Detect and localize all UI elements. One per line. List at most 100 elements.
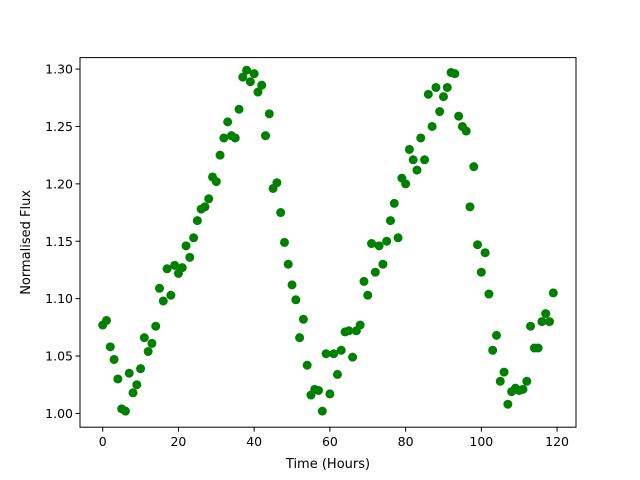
data-point bbox=[423, 89, 433, 99]
data-point bbox=[249, 69, 259, 79]
data-point bbox=[132, 380, 142, 390]
data-point bbox=[518, 384, 528, 394]
data-point bbox=[295, 333, 305, 343]
y-tick-label: 1.15 bbox=[45, 234, 73, 249]
data-point bbox=[120, 406, 130, 416]
y-tick-label: 1.05 bbox=[45, 349, 73, 364]
data-point bbox=[200, 202, 210, 212]
y-tick-label: 1.25 bbox=[45, 119, 73, 134]
data-point bbox=[238, 72, 248, 82]
data-point bbox=[465, 202, 475, 212]
data-point bbox=[298, 314, 308, 324]
data-point bbox=[223, 117, 233, 127]
data-point bbox=[283, 259, 293, 269]
data-point bbox=[367, 239, 377, 249]
data-point bbox=[128, 388, 138, 398]
data-point bbox=[162, 264, 172, 274]
data-point bbox=[143, 346, 153, 356]
data-point bbox=[495, 376, 505, 386]
data-point bbox=[473, 240, 483, 250]
data-point bbox=[170, 260, 180, 270]
x-axis-label: Time (Hours) bbox=[285, 457, 370, 472]
y-tick-label: 1.30 bbox=[45, 62, 73, 77]
data-point bbox=[215, 150, 225, 160]
data-point bbox=[450, 69, 460, 79]
data-point bbox=[442, 82, 452, 92]
data-point bbox=[484, 289, 494, 299]
data-point bbox=[408, 155, 418, 165]
data-point bbox=[332, 369, 342, 379]
data-point bbox=[230, 133, 240, 143]
x-tick-label: 60 bbox=[322, 434, 338, 449]
data-point bbox=[279, 237, 289, 247]
data-point bbox=[374, 241, 384, 251]
data-point bbox=[401, 179, 411, 189]
y-tick-label: 1.20 bbox=[45, 176, 73, 191]
data-point bbox=[393, 233, 403, 243]
data-point bbox=[526, 321, 536, 331]
y-axis-label: Normalised Flux bbox=[19, 190, 34, 295]
data-point bbox=[359, 276, 369, 286]
data-point bbox=[537, 317, 547, 327]
data-point bbox=[533, 343, 543, 353]
data-point bbox=[325, 389, 335, 399]
data-point bbox=[378, 259, 388, 269]
data-point bbox=[102, 315, 111, 325]
data-point bbox=[363, 290, 373, 300]
data-point bbox=[166, 290, 176, 300]
data-point bbox=[261, 131, 271, 141]
data-point bbox=[155, 283, 165, 293]
plot-area bbox=[98, 65, 558, 416]
data-point bbox=[189, 233, 199, 243]
data-point bbox=[382, 236, 392, 246]
x-tick-label: 40 bbox=[246, 434, 262, 449]
data-point bbox=[385, 216, 395, 226]
data-point bbox=[389, 198, 399, 208]
data-point bbox=[105, 342, 115, 352]
x-tick-label: 20 bbox=[170, 434, 186, 449]
data-point bbox=[253, 87, 263, 97]
data-point bbox=[287, 280, 297, 290]
data-point bbox=[272, 178, 282, 188]
data-point bbox=[480, 248, 490, 258]
data-point bbox=[522, 376, 532, 386]
data-point bbox=[329, 349, 339, 359]
data-point bbox=[348, 352, 358, 362]
x-tick-label: 100 bbox=[469, 434, 493, 449]
data-point bbox=[264, 109, 274, 119]
data-point bbox=[412, 165, 422, 175]
data-point bbox=[438, 92, 448, 102]
data-point bbox=[124, 368, 134, 378]
data-point bbox=[181, 241, 191, 251]
data-point bbox=[147, 338, 157, 348]
data-point bbox=[245, 77, 255, 87]
data-point bbox=[136, 364, 146, 374]
data-point bbox=[431, 82, 441, 92]
data-point bbox=[499, 367, 509, 377]
data-point bbox=[177, 263, 187, 273]
data-point bbox=[420, 155, 430, 165]
x-tick-label: 120 bbox=[545, 434, 569, 449]
data-point bbox=[461, 126, 471, 136]
data-point bbox=[257, 80, 267, 90]
data-point bbox=[276, 208, 286, 218]
data-point bbox=[404, 144, 414, 154]
data-point bbox=[317, 406, 327, 416]
data-point bbox=[321, 349, 331, 359]
data-point bbox=[109, 354, 119, 364]
data-point bbox=[204, 194, 214, 204]
data-point bbox=[355, 320, 365, 330]
data-point bbox=[548, 288, 558, 298]
data-point bbox=[469, 162, 479, 172]
data-point bbox=[314, 385, 324, 395]
data-point bbox=[541, 309, 551, 319]
data-point bbox=[545, 317, 554, 327]
data-point bbox=[476, 267, 486, 277]
data-point bbox=[211, 177, 221, 187]
data-point bbox=[139, 333, 149, 343]
x-tick-label: 80 bbox=[398, 434, 414, 449]
y-axis-ticks: 1.00 1.05 1.10 1.15 1.20 1.25 1.30 bbox=[45, 62, 80, 421]
data-point bbox=[416, 133, 426, 143]
data-point bbox=[151, 321, 161, 331]
